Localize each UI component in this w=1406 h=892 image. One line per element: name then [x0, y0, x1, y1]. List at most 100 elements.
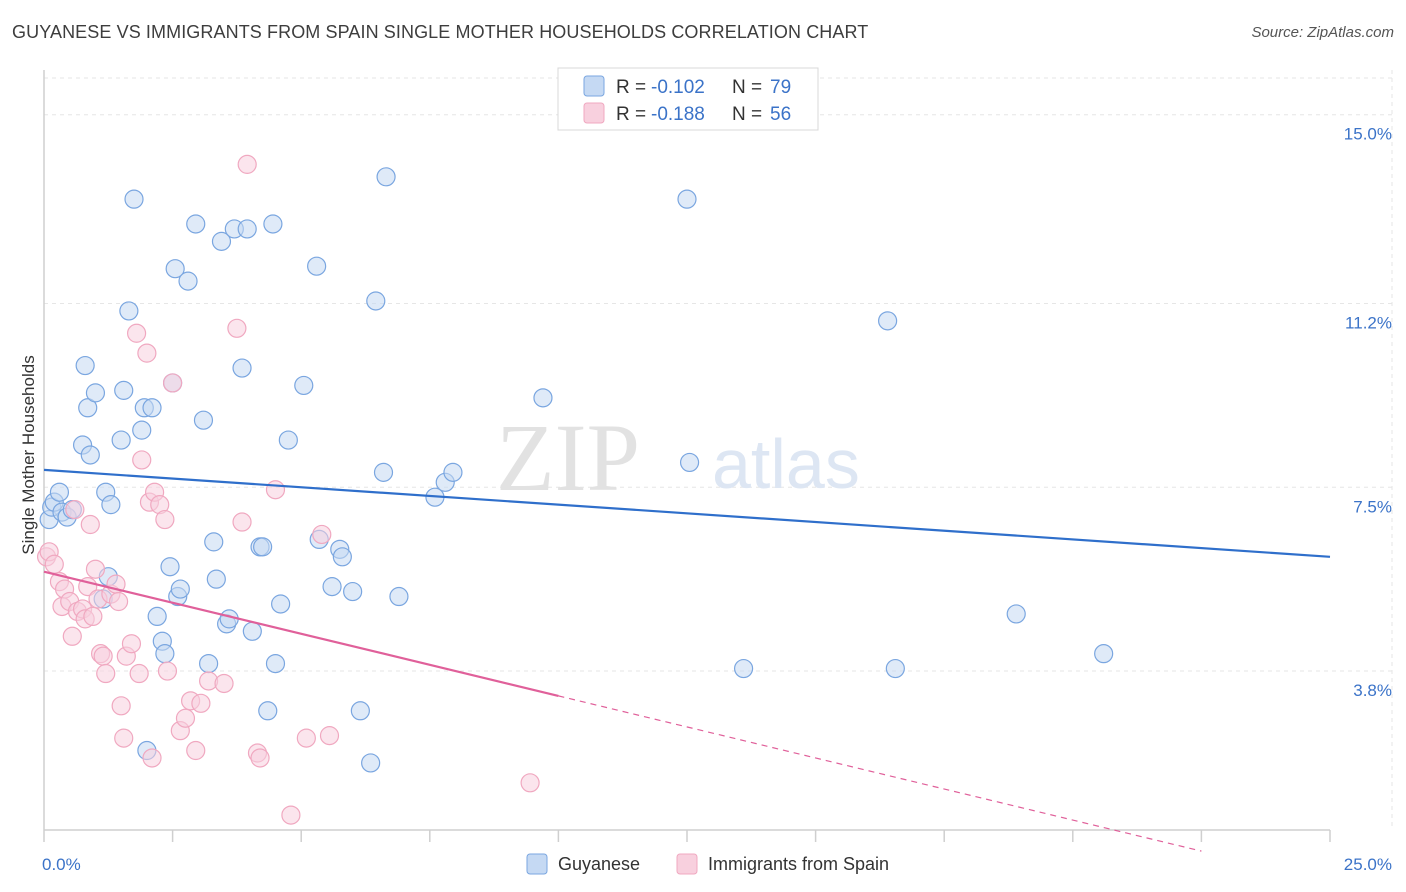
data-point: [65, 500, 85, 520]
data-point: [142, 398, 162, 418]
trend-lines: [43, 468, 1331, 852]
data-point: [265, 480, 286, 500]
data-point: [533, 388, 553, 408]
data-point: [1094, 644, 1114, 664]
data-point: [132, 450, 152, 470]
data-point: [237, 219, 257, 239]
data-point: [142, 748, 162, 768]
legend-r-value-1: -0.188: [651, 104, 705, 125]
data-point: [389, 586, 409, 607]
data-point: [679, 452, 700, 473]
data-point: [111, 696, 131, 716]
data-point: [281, 805, 301, 825]
x-tick-label-max: 25.0%: [1344, 855, 1392, 874]
data-point: [211, 231, 232, 251]
points-immigrants-from-spain: [36, 154, 540, 825]
data-point: [75, 355, 95, 376]
data-point: [242, 621, 262, 641]
data-point: [376, 167, 396, 187]
data-point: [733, 658, 754, 679]
bottom-legend-label-spain: Immigrants from Spain: [708, 854, 889, 874]
trend-line: [43, 468, 1331, 558]
data-point: [271, 594, 291, 614]
watermark-zip: ZIP: [496, 404, 640, 511]
legend-box: R = -0.102 N = 79 R = -0.188 N = 56: [557, 67, 819, 131]
legend-swatch-spain: [583, 102, 605, 124]
data-point: [165, 259, 185, 279]
legend-n-label-1: N =: [732, 104, 762, 125]
data-point: [250, 748, 270, 768]
source-credit: Source: ZipAtlas.com: [1251, 24, 1394, 41]
data-point: [366, 291, 386, 311]
data-point: [114, 380, 134, 400]
data-point: [163, 373, 183, 393]
data-point: [93, 646, 113, 666]
data-point: [101, 495, 121, 515]
data-point: [206, 569, 226, 589]
data-point: [278, 430, 298, 450]
data-point: [214, 673, 234, 694]
data-point: [443, 462, 463, 482]
data-point: [332, 547, 352, 567]
y-tick-label: 15.0%: [1344, 125, 1392, 144]
data-point: [155, 644, 175, 664]
data-point: [265, 653, 286, 674]
data-point: [296, 728, 316, 748]
x-tick-label-min: 0.0%: [42, 855, 81, 874]
data-point: [137, 343, 157, 363]
data-point: [199, 653, 219, 674]
data-point: [258, 701, 278, 721]
data-point: [119, 301, 139, 321]
bottom-legend-label-guyanese: Guyanese: [558, 854, 640, 874]
data-point: [677, 189, 697, 209]
data-point: [885, 658, 905, 679]
data-point: [232, 358, 252, 378]
data-point: [160, 557, 180, 577]
y-tick-labels: 3.8% 7.5% 11.2% 15.0%: [1344, 125, 1392, 700]
trend-line: [43, 570, 559, 697]
data-point: [178, 271, 198, 291]
data-point: [1006, 604, 1026, 624]
data-point: [307, 256, 327, 276]
data-point: [186, 214, 206, 234]
bottom-legend-swatch-spain: [676, 853, 698, 875]
data-point: [175, 708, 196, 728]
data-point: [186, 740, 206, 761]
data-point: [155, 509, 175, 530]
data-point: [319, 726, 340, 746]
chart-title: GUYANESE VS IMMIGRANTS FROM SPAIN SINGLE…: [12, 22, 869, 42]
data-point: [237, 154, 257, 174]
data-point: [62, 626, 82, 646]
data-point: [111, 430, 131, 450]
legend-r-value-0: -0.102: [651, 77, 705, 98]
bottom-legend: Guyanese Immigrants from Spain: [526, 853, 889, 875]
legend-n-label-0: N =: [732, 77, 762, 98]
data-point: [83, 606, 103, 627]
data-point: [253, 537, 273, 557]
legend-swatch-guyanese: [583, 75, 605, 97]
data-point: [294, 375, 314, 396]
data-point: [124, 189, 144, 209]
data-point: [350, 701, 370, 721]
legend-r-label-1: R =: [616, 104, 646, 125]
axes: [43, 70, 1330, 831]
watermark-atlas: atlas: [712, 425, 860, 503]
data-point: [147, 606, 167, 627]
y-tick-label: 3.8%: [1353, 681, 1392, 700]
data-point: [204, 532, 224, 552]
y-axis-label: Single Mother Households: [19, 355, 38, 554]
data-point: [520, 773, 540, 793]
data-point: [85, 559, 106, 579]
data-point: [132, 420, 152, 440]
data-point: [96, 663, 116, 684]
data-point: [193, 410, 214, 430]
data-point: [361, 753, 381, 773]
data-point: [322, 577, 342, 597]
y-tick-label: 7.5%: [1353, 497, 1392, 516]
points-guyanese: [39, 167, 1114, 773]
data-point: [49, 482, 70, 502]
trend-line-extension: [558, 695, 1202, 852]
data-point: [343, 581, 363, 602]
data-point: [232, 512, 252, 532]
